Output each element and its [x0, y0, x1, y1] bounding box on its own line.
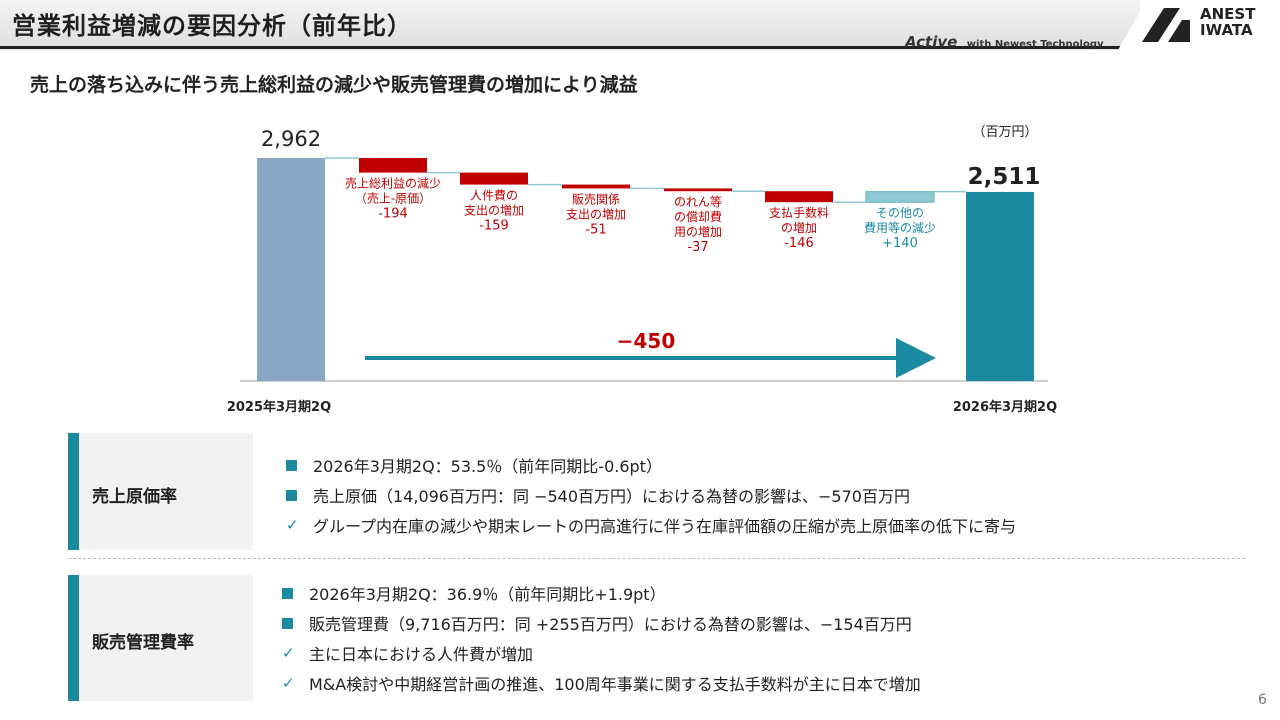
header-underline	[0, 46, 1120, 49]
bullet-text: 2026年3月期2Q：36.9％（前年同期比+1.9pt）	[309, 585, 666, 604]
start-value-label: 2,962	[261, 127, 321, 151]
bar-step-5	[765, 191, 833, 203]
step-category-label: 用の増加	[674, 225, 722, 239]
bar-step-2	[460, 172, 528, 185]
bullet-item: 販売管理費（9,716百万円：同 +255百万円）における為替の影響は、−154…	[282, 611, 912, 635]
step-category-label: のれん等	[674, 195, 722, 209]
step-category-label: 売上総利益の減少	[345, 176, 441, 191]
bullet-text: 主に日本における人件費が増加	[309, 645, 534, 664]
square-bullet-icon	[286, 489, 297, 501]
step-category-label: 費用等の減少	[864, 220, 936, 235]
section-sga-ratio-label: 販売管理費率	[92, 633, 194, 653]
bullet-text: M&A検討や中期経営計画の推進、100周年事業に関する支払手数料が主に日本で増加	[309, 675, 921, 694]
bar-start-total	[257, 158, 325, 381]
waterfall-chart: （百万円） 2,962 2025年3月期2Q 売上総利益の減少（売上-原価）-194…	[227, 125, 1057, 415]
step-category-label: の償却費	[674, 209, 722, 224]
logo-line2: IWATA	[1200, 21, 1253, 39]
check-icon: ✓	[282, 674, 295, 692]
section-sga-ratio-label-box	[79, 575, 253, 701]
total-change-label: −450	[617, 329, 676, 353]
header-bar	[0, 0, 1280, 50]
bullet-text: グループ内在庫の減少や期末レートの円高進行に伴う在庫評価額の圧縮が売上原価率の低…	[313, 517, 1017, 536]
step-category-label: の増加	[781, 221, 817, 235]
bar-step-3	[562, 184, 630, 189]
step-category-label: 販売関係	[572, 191, 620, 206]
logo-line1: ANEST	[1200, 5, 1256, 23]
bullet-text: 売上原価（14,096百万円：同 −540百万円）における為替の影響は、−570…	[313, 487, 910, 506]
anest-iwata-logo-icon	[1142, 8, 1190, 42]
slide-subtitle: 売上の落ち込みに伴う売上総利益の減少や販売管理費の増加により減益	[30, 74, 638, 96]
section-cost-ratio-bar	[68, 433, 79, 550]
bullet-item: 2026年3月期2Q：36.9％（前年同期比+1.9pt）	[282, 581, 666, 605]
section-divider	[68, 558, 1245, 559]
bullet-item: 売上原価（14,096百万円：同 −540百万円）における為替の影響は、−570…	[286, 483, 910, 507]
step-value-label: +140	[882, 236, 918, 251]
end-category-label: 2026年3月期2Q	[953, 399, 1057, 415]
square-bullet-icon	[282, 617, 293, 629]
page-number: 6	[1258, 692, 1267, 708]
step-value-label: -37	[687, 240, 708, 255]
step-value-label: -194	[378, 207, 408, 222]
bullet-item: ✓ グループ内在庫の減少や期末レートの円高進行に伴う在庫評価額の圧縮が売上原価率の…	[286, 513, 1016, 537]
tagline-brand: Active	[905, 33, 958, 51]
bar-step-6	[865, 191, 935, 203]
logo-text: ANEST IWATA	[1200, 6, 1255, 38]
bar-step-1	[359, 158, 427, 173]
check-icon: ✓	[286, 516, 299, 534]
page-title: 営業利益増減の要因分析（前年比）	[12, 12, 412, 40]
bar-end-total	[966, 191, 1034, 381]
square-bullet-icon	[286, 459, 297, 471]
step-category-label: （売上-原価）	[355, 191, 431, 206]
end-value-label: 2,511	[968, 164, 1041, 190]
check-icon: ✓	[282, 644, 295, 662]
section-cost-ratio-label: 売上原価率	[92, 487, 177, 507]
step-value-label: -159	[479, 219, 509, 234]
section-cost-ratio-label-box	[79, 433, 253, 550]
section-sga-ratio-bar	[68, 575, 79, 701]
step-value-label: -51	[585, 222, 606, 237]
step-value-label: -146	[784, 236, 814, 251]
step-category-label: 支出の増加	[464, 204, 524, 218]
chart-unit-label: （百万円）	[972, 125, 1037, 140]
step-category-label: 人件費の	[470, 188, 518, 203]
bullet-item: 2026年3月期2Q：53.5％（前年同期比-0.6pt）	[286, 453, 662, 477]
start-category-label: 2025年3月期2Q	[227, 399, 331, 415]
bullet-item: ✓ M&A検討や中期経営計画の推進、100周年事業に関する支払手数料が主に日本で増…	[282, 671, 921, 695]
square-bullet-icon	[282, 587, 293, 599]
step-category-label: 支払手数料	[769, 205, 829, 220]
step-category-label: その他の	[876, 206, 924, 220]
bullet-item: ✓ 主に日本における人件費が増加	[282, 641, 533, 665]
tagline-text: with Newest Technology	[966, 39, 1104, 50]
bullet-text: 販売管理費（9,716百万円：同 +255百万円）における為替の影響は、−154…	[309, 615, 912, 634]
bullet-text: 2026年3月期2Q：53.5％（前年同期比-0.6pt）	[313, 457, 662, 476]
tagline: Active with Newest Technology	[905, 33, 1104, 51]
bar-step-4	[664, 188, 732, 192]
step-category-label: 支出の増加	[566, 207, 626, 221]
